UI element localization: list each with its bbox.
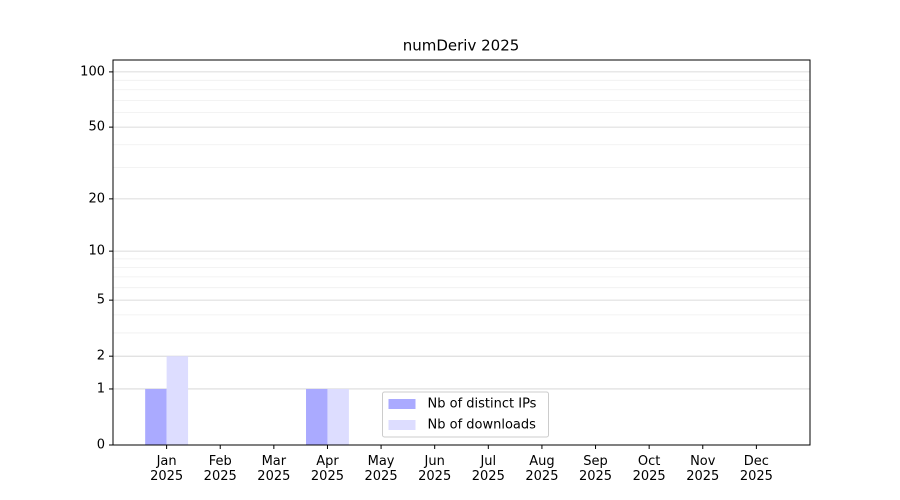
x-tick-label: Dec 2025 xyxy=(739,454,773,484)
y-tick-label: 100 xyxy=(80,64,105,79)
y-tick-label: 20 xyxy=(88,191,105,206)
legend-box xyxy=(382,391,549,438)
legend-swatch xyxy=(388,399,416,409)
legend-label: Nb of downloads xyxy=(428,418,537,433)
legend-swatch xyxy=(388,420,416,430)
y-tick-label: 0 xyxy=(97,438,105,453)
bar xyxy=(166,356,189,445)
x-tick-label: Sep 2025 xyxy=(578,454,613,484)
y-tick-label: 50 xyxy=(88,120,105,135)
bar xyxy=(145,388,167,445)
bar xyxy=(327,388,349,445)
plot-frame xyxy=(112,59,811,446)
y-tick-label: 5 xyxy=(97,293,105,308)
x-tick-label: Aug 2025 xyxy=(525,454,559,484)
x-tick-label: Nov 2025 xyxy=(686,454,720,484)
x-tick-label: Feb 2025 xyxy=(203,454,237,484)
y-tick-label: 1 xyxy=(97,381,105,396)
x-tick-label: Apr 2025 xyxy=(310,454,344,484)
chart-title: numDeriv 2025 xyxy=(403,37,520,55)
y-tick-label: 2 xyxy=(97,349,105,364)
x-tick-label: Jun 2025 xyxy=(418,454,452,484)
x-tick-label: Jan 2025 xyxy=(150,454,184,484)
legend-label: Nb of distinct IPs xyxy=(428,397,537,412)
x-tick-label: Mar 2025 xyxy=(257,454,291,484)
x-tick-label: Jul 2025 xyxy=(471,454,505,484)
x-tick-label: May 2025 xyxy=(364,454,398,484)
bar xyxy=(306,388,328,445)
y-tick-label: 10 xyxy=(88,244,105,259)
x-tick-label: Oct 2025 xyxy=(632,454,666,484)
legend: Nb of distinct IPs Nb of downloads xyxy=(382,391,549,438)
